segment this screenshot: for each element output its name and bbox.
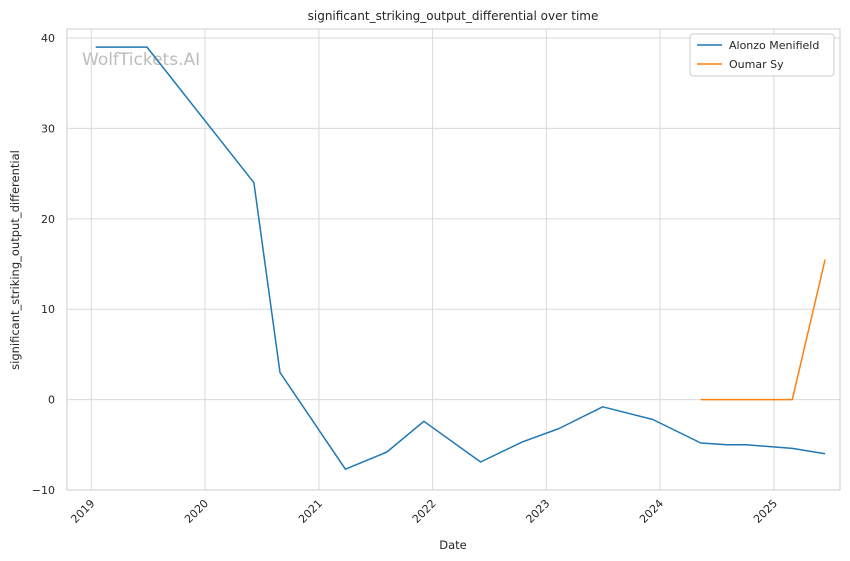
y-tick-label: −10 (32, 484, 55, 497)
series-line-alonzo-menifield (95, 46, 826, 470)
chart-title: significant_striking_output_differential… (308, 9, 599, 23)
y-tick-label: 0 (48, 394, 55, 407)
watermark-text: WolfTickets.AI (82, 50, 200, 70)
series-line-oumar-sy (700, 259, 826, 401)
y-axis-ticks: 40 30 20 10 0 −10 (32, 32, 55, 497)
y-tick-label: 10 (41, 303, 55, 316)
legend: Alonzo Menifield Oumar Sy (689, 33, 835, 77)
legend-label-alonzo-menifield: Alonzo Menifield (729, 39, 819, 52)
x-axis-title: Date (439, 538, 467, 552)
plot-frame (66, 28, 841, 491)
y-tick-label: 40 (41, 32, 55, 45)
y-tick-label: 30 (41, 122, 55, 135)
legend-box (689, 33, 835, 77)
y-axis-title: significant_striking_output_differential (8, 150, 22, 370)
legend-label-oumar-sy: Oumar Sy (729, 58, 784, 71)
y-tick-label: 20 (41, 213, 55, 226)
series-lines (95, 46, 826, 470)
